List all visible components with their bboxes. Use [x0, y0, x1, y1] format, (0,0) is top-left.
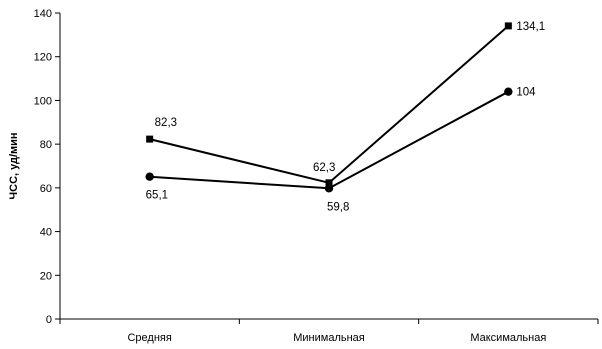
data-labels: 82,3 62,3 134,1 65,1 59,8 104: [146, 21, 545, 213]
y-tick-label: 20: [40, 270, 52, 282]
data-point-circle: [504, 87, 513, 96]
data-label: 59,8: [327, 201, 349, 213]
y-tick-label: 60: [40, 183, 52, 195]
data-point-square: [146, 135, 154, 143]
data-point-square: [325, 179, 333, 187]
y-axis-title: ЧСС, уд/мин: [8, 132, 20, 199]
y-tick-label: 0: [46, 314, 52, 326]
y-tick-label: 100: [34, 95, 52, 107]
y-tick-label: 40: [40, 227, 52, 239]
data-label: 82,3: [155, 117, 177, 129]
data-point-circle: [145, 172, 154, 181]
x-tick-label: Максимальная: [470, 332, 546, 344]
x-tick-label: Средняя: [127, 332, 171, 344]
series-line: [149, 25, 509, 184]
y-tick-label: 120: [34, 52, 52, 64]
y-tick-label: 140: [34, 8, 52, 20]
y-tick-label: 80: [40, 139, 52, 151]
data-label: 65,1: [146, 190, 168, 202]
data-point-square: [504, 22, 512, 30]
series-layer: [145, 22, 513, 193]
data-label: 134,1: [516, 21, 545, 33]
axes: 0 20 40 60 80 100 120 140 Средняя Минимальная Макс…: [34, 8, 599, 344]
data-label: 62,3: [313, 162, 335, 174]
data-point-circle: [324, 184, 334, 193]
data-label: 104: [516, 87, 536, 99]
x-tick-label: Минимальная: [293, 332, 365, 344]
